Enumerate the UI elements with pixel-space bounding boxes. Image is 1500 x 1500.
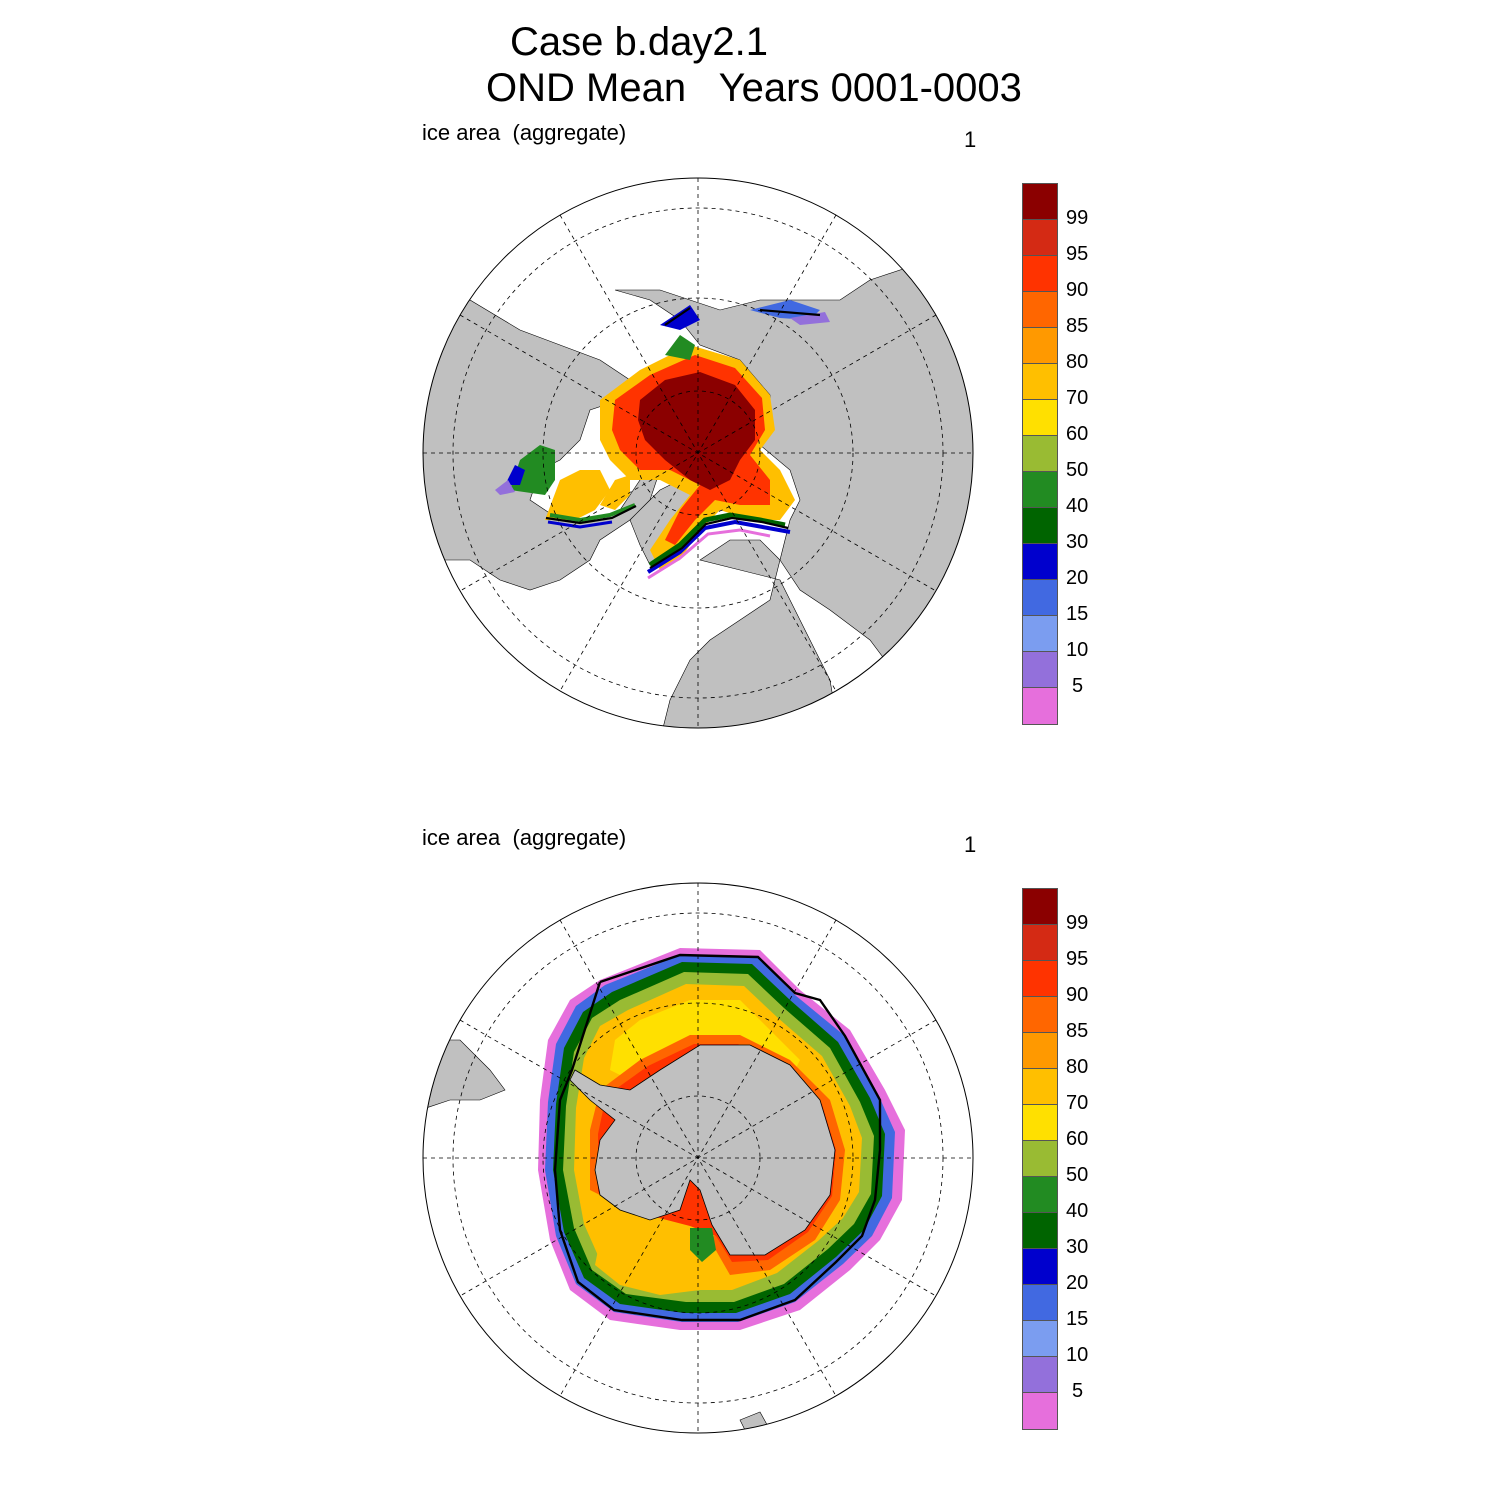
colorbar-swatch [1023,544,1057,580]
colorbar-swatch [1023,925,1057,961]
colorbar-north [1022,183,1058,725]
colorbar-swatch [1023,1105,1057,1141]
north-polar-map [423,178,973,728]
colorbar-tick-label: 40 [1066,1200,1089,1222]
panel-number-north: 1 [964,127,977,152]
colorbar-swatch [1023,997,1057,1033]
south-graticule [423,883,973,1433]
south-map-border [422,882,974,1434]
title-line-1: Case b.day2.1 [510,20,768,64]
colorbar-south [1022,888,1058,1430]
panel-label-south: ice area (aggregate) [422,825,627,850]
colorbar-tick-label: 50 [1066,459,1089,481]
colorbar-tick-label: 99 [1066,207,1089,229]
colorbar-tick-label: 40 [1066,495,1089,517]
colorbar-swatch [1023,472,1057,508]
north-observed-ice-edge [545,307,821,569]
colorbar-swatch [1023,184,1057,220]
north-land-europe [659,539,841,728]
colorbar-tick-label: 95 [1066,948,1089,970]
colorbar-tick-label: 70 [1066,1092,1089,1114]
colorbar-tick-label: 20 [1066,1272,1089,1294]
north-ice-edge [495,300,830,580]
colorbar-swatch [1023,328,1057,364]
north-map-border [422,177,974,729]
colorbar-tick-label: 95 [1066,243,1089,265]
colorbar-tick-label: 80 [1066,1056,1089,1078]
colorbar-swatch [1023,1249,1057,1285]
colorbar-swatch [1023,364,1057,400]
title-line-2: OND Mean Years 0001-0003 [486,66,1022,110]
panel-label-north: ice area (aggregate) [422,120,627,145]
colorbar-swatch [1023,1213,1057,1249]
colorbar-swatch [1023,292,1057,328]
colorbar-tick-label: 90 [1066,279,1089,301]
colorbar-tick-label: 70 [1066,387,1089,409]
colorbar-tick-label: 15 [1066,603,1089,625]
colorbar-tick-label: 60 [1066,1128,1089,1150]
colorbar-swatch [1023,688,1057,724]
colorbar-swatch [1023,220,1057,256]
colorbar-tick-label: 5 [1072,1380,1084,1402]
colorbar-tick-label: 10 [1066,1344,1089,1366]
colorbar-swatch [1023,1141,1057,1177]
colorbar-swatch [1023,1069,1057,1105]
colorbar-swatch [1023,1393,1057,1429]
colorbar-swatch [1023,1033,1057,1069]
colorbar-swatch [1023,889,1057,925]
colorbar-tick-label: 5 [1072,675,1084,697]
north-graticule [423,178,973,728]
colorbar-swatch [1023,436,1057,472]
colorbar-tick-label: 30 [1066,1236,1089,1258]
colorbar-swatch [1023,1357,1057,1393]
colorbar-tick-label: 99 [1066,912,1089,934]
colorbar-tick-label: 85 [1066,1020,1089,1042]
colorbar-tick-label: 30 [1066,531,1089,553]
colorbar-tick-label: 90 [1066,984,1089,1006]
colorbar-swatch [1023,1321,1057,1357]
colorbar-swatch [1023,652,1057,688]
colorbar-tick-label: 80 [1066,351,1089,373]
colorbar-tick-label: 10 [1066,639,1089,661]
colorbar-tick-label: 85 [1066,315,1089,337]
colorbar-swatch [1023,508,1057,544]
colorbar-tick-label: 50 [1066,1164,1089,1186]
colorbar-swatch [1023,961,1057,997]
panel-number-south: 1 [964,832,977,857]
colorbar-swatch [1023,256,1057,292]
south-observed-ice-edge [553,953,882,1322]
colorbar-swatch [1023,616,1057,652]
colorbar-swatch [1023,1285,1057,1321]
colorbar-tick-label: 20 [1066,567,1089,589]
colorbar-swatch [1023,1177,1057,1213]
north-sea-ice [545,345,795,570]
colorbar-tick-label: 15 [1066,1308,1089,1330]
colorbar-swatch [1023,400,1057,436]
south-polar-map [423,883,973,1433]
colorbar-tick-label: 60 [1066,423,1089,445]
colorbar-swatch [1023,580,1057,616]
